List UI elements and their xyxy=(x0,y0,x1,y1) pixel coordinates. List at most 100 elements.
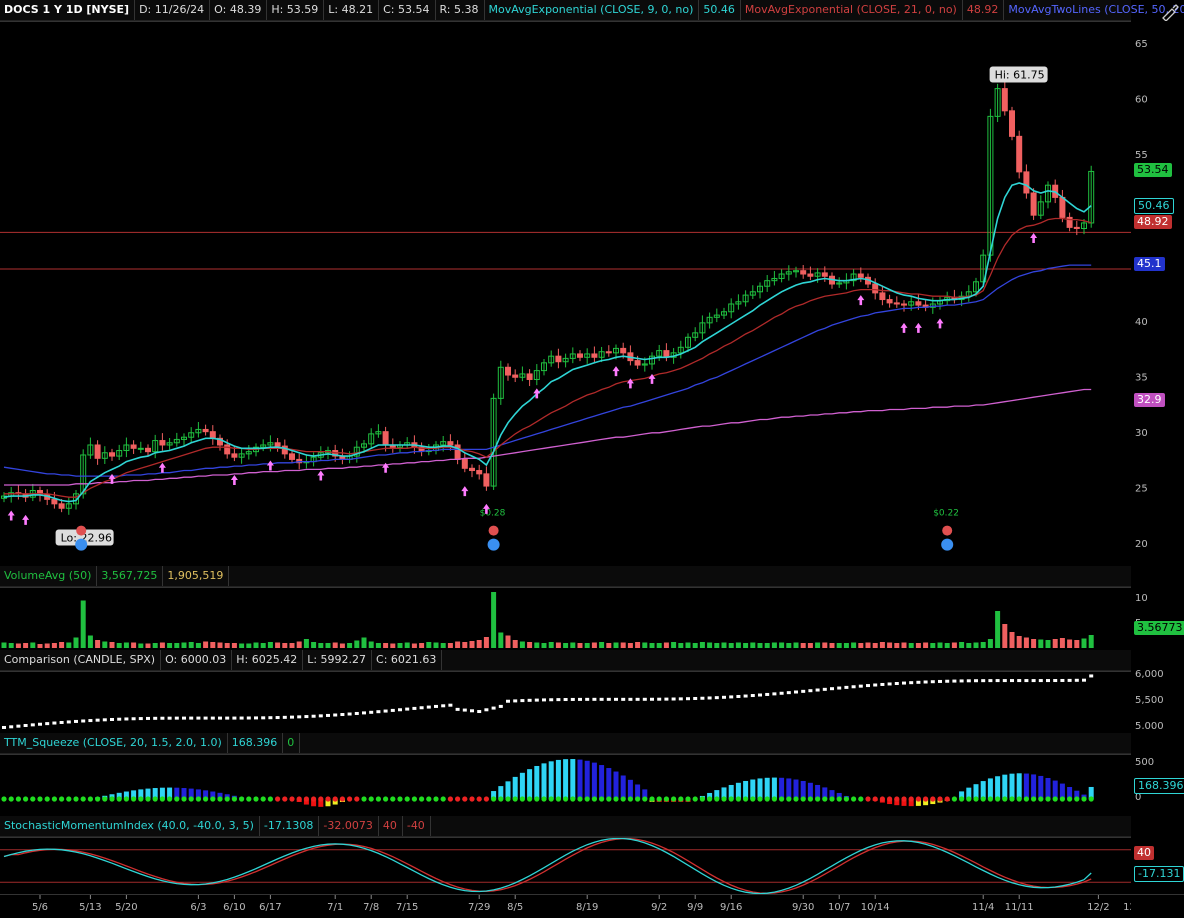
candle-body xyxy=(490,397,497,487)
symbol-label[interactable]: DOCS 1 Y 1D [NYSE] xyxy=(0,0,136,20)
squeeze-dot xyxy=(613,796,619,802)
stoch-upper: 40 xyxy=(379,816,403,836)
price-tick: 25 xyxy=(1135,483,1148,494)
price-axis[interactable]: 65605550454035302520 xyxy=(1131,21,1184,565)
volume-study-label[interactable]: VolumeAvg (50) xyxy=(0,566,98,586)
squeeze-bar xyxy=(541,763,547,799)
volume-bar xyxy=(534,642,540,648)
squeeze-dot xyxy=(383,796,389,802)
volume-bar xyxy=(491,592,497,648)
volume-bar xyxy=(332,642,338,648)
volume-bar xyxy=(37,644,43,648)
squeeze-bar xyxy=(491,791,497,799)
stoch-study-label[interactable]: StochasticMomentumIndex (40.0, -40.0, 3,… xyxy=(0,816,260,836)
candle-body xyxy=(461,458,468,469)
spx-candle xyxy=(59,720,64,724)
volume-bar xyxy=(843,643,849,648)
squeeze-dot xyxy=(822,796,828,802)
volume-bar xyxy=(296,641,302,648)
squeeze-dot xyxy=(339,796,345,802)
candle-body xyxy=(238,453,245,458)
volume-bar xyxy=(397,643,403,648)
squeeze-dot xyxy=(188,796,194,802)
chart-settings-icon[interactable] xyxy=(1160,4,1180,22)
volume-panel[interactable] xyxy=(0,587,1131,648)
candle-body xyxy=(173,438,180,444)
squeeze-dot xyxy=(109,796,115,802)
volume-bar xyxy=(347,643,353,648)
spx-candle xyxy=(657,697,662,701)
squeeze-dot xyxy=(102,796,108,802)
comparison-axis[interactable]: 6,000 5,500 5,000 xyxy=(1131,669,1184,729)
volume-axis[interactable]: 105 xyxy=(1131,587,1184,647)
price-chart[interactable]: Hi: 61.75 Lo: 22.96 $0.28 $0.22 xyxy=(0,22,1131,566)
squeeze-dot xyxy=(138,796,144,802)
buy-signal-arrow xyxy=(936,318,944,329)
spx-candle xyxy=(722,695,726,699)
volume-bar xyxy=(1059,638,1065,648)
comparison-study-label[interactable]: Comparison (CANDLE, SPX) xyxy=(0,650,162,670)
candle-body xyxy=(1081,222,1087,229)
time-tick: 12/9 xyxy=(1123,902,1131,913)
candle-body xyxy=(137,447,144,450)
comparison-panel[interactable] xyxy=(0,671,1131,730)
squeeze-dot xyxy=(8,796,14,802)
spx-candle xyxy=(563,698,568,702)
time-tick: 7/29 xyxy=(468,902,490,913)
spx-candle xyxy=(81,719,86,723)
candle-body xyxy=(764,280,771,287)
squeeze-dot xyxy=(764,796,770,802)
squeeze-dot xyxy=(671,796,677,802)
buy-signal-arrow xyxy=(7,510,15,521)
spx-candle xyxy=(1089,674,1094,678)
candle-body xyxy=(1001,88,1008,112)
time-axis[interactable]: 5/6 5/13 5/20 6/3 6/10 6/17 7/1 7/8 7/15 7/29 8/5 8… xyxy=(0,894,1184,915)
spx-candle xyxy=(218,716,222,720)
spx-candle xyxy=(38,722,42,726)
squeeze-bar xyxy=(836,792,842,799)
squeeze-bar xyxy=(613,771,619,799)
squeeze-dot xyxy=(635,796,641,802)
volume-bar xyxy=(836,643,842,648)
time-tick: 11/4 xyxy=(972,902,994,913)
squeeze-bar xyxy=(793,779,799,799)
ema9-study-label[interactable]: MovAvgExponential (CLOSE, 9, 0, no) xyxy=(485,0,700,20)
ma-two-lines-study-label[interactable]: MovAvgTwoLines (CLOSE, 50, 200, 0,... xyxy=(1008,3,1184,16)
squeeze-dot xyxy=(80,796,86,802)
squeeze-dot xyxy=(894,796,900,802)
spx-candle xyxy=(686,697,690,701)
squeeze-bar xyxy=(303,799,309,805)
squeeze-bar xyxy=(1074,790,1080,799)
candle-body xyxy=(159,440,166,446)
candle-body xyxy=(361,443,367,448)
spx-candle xyxy=(138,717,143,721)
spx-candle xyxy=(484,708,489,712)
volume-bar xyxy=(145,643,151,648)
stoch-panel[interactable] xyxy=(0,837,1131,895)
earnings-icon xyxy=(488,525,499,536)
price-panel[interactable]: Hi: 61.75 Lo: 22.96 $0.28 $0.22 xyxy=(0,21,1131,566)
squeeze-bar xyxy=(548,761,554,799)
candle-body xyxy=(1037,201,1044,216)
squeeze-dot xyxy=(404,796,410,802)
candle-body xyxy=(209,431,216,439)
squeeze-study-label[interactable]: TTM_Squeeze (CLOSE, 20, 1.5, 2.0, 1.0) xyxy=(0,733,228,753)
volume-bar xyxy=(260,643,266,648)
squeeze-panel[interactable] xyxy=(0,754,1131,813)
spx-candle xyxy=(239,716,244,720)
volume-bar xyxy=(851,642,857,648)
ema21-study-label[interactable]: MovAvgExponential (CLOSE, 21, 0, no) xyxy=(741,0,963,20)
squeeze-dot xyxy=(714,796,720,802)
ma50-line xyxy=(3,264,1092,477)
squeeze-dot xyxy=(440,796,446,802)
candle-body xyxy=(94,444,101,459)
volume-bar xyxy=(757,643,763,648)
squeeze-bar xyxy=(786,778,792,799)
volume-bar xyxy=(87,635,93,648)
volume-bar xyxy=(1081,638,1087,648)
spx-candle xyxy=(210,716,215,720)
time-tick: 9/30 xyxy=(792,902,814,913)
spx-candle xyxy=(779,691,784,695)
spx-candle xyxy=(693,696,698,700)
time-tick: 8/19 xyxy=(576,902,598,913)
